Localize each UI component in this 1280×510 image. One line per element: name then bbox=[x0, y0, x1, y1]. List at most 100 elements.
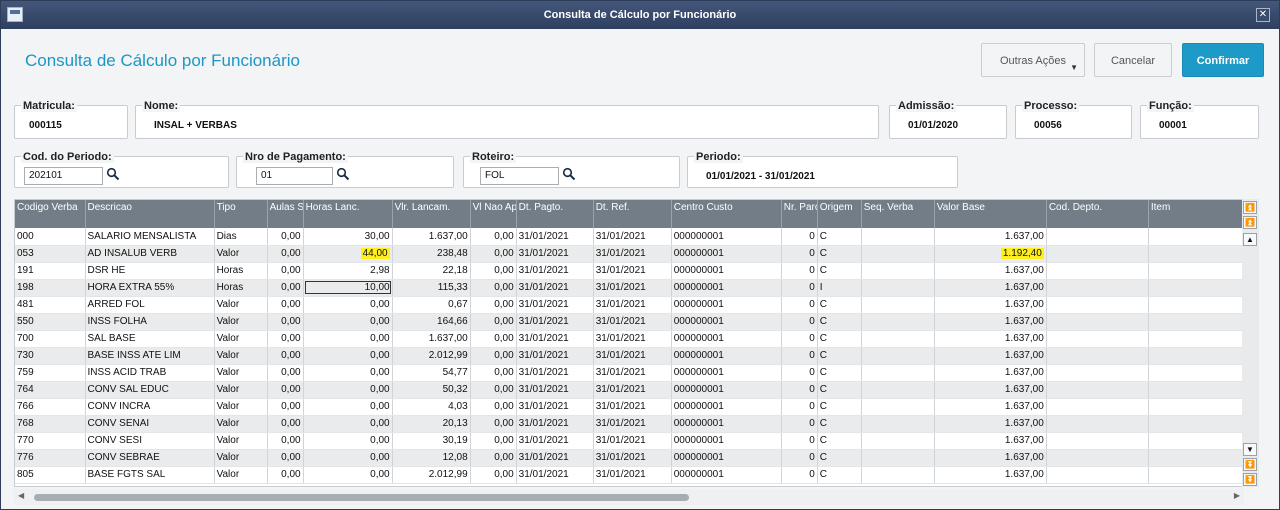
cell-value: SALARIO MENSALISTA bbox=[87, 230, 197, 242]
column-header[interactable]: Tipo bbox=[214, 200, 268, 228]
cell-value: INSS FOLHA bbox=[87, 316, 147, 327]
table-cell: 000000001 bbox=[671, 449, 782, 467]
table-cell bbox=[861, 296, 935, 314]
scroll-page-up-icon[interactable]: ⏫ bbox=[1243, 216, 1257, 229]
column-header[interactable]: Horas Lanc. bbox=[303, 200, 393, 228]
table-cell bbox=[1148, 398, 1243, 416]
nro-pagamento-input[interactable]: 01 bbox=[256, 167, 333, 185]
scroll-right-icon[interactable]: ▶ bbox=[1233, 491, 1240, 500]
column-header[interactable]: Origem bbox=[817, 200, 862, 228]
table-cell: 000000001 bbox=[671, 364, 782, 382]
search-icon[interactable] bbox=[336, 167, 352, 183]
outras-acoes-button[interactable]: Outras Ações ▼ bbox=[981, 43, 1085, 77]
scroll-bottom-icon[interactable]: ⏬ bbox=[1243, 473, 1257, 486]
column-header[interactable]: Centro Custo bbox=[671, 200, 782, 228]
search-icon[interactable] bbox=[562, 167, 578, 183]
table-cell: 0,00 bbox=[470, 466, 517, 484]
table-row[interactable]: 759 INSS ACID TRAB Valor 0,00 0,00 54,77 0,00 3… bbox=[15, 364, 1243, 382]
scroll-left-icon[interactable]: ◀ bbox=[18, 491, 25, 500]
cancel-button[interactable]: Cancelar bbox=[1094, 43, 1172, 77]
cell-value: 0 bbox=[809, 401, 815, 412]
cell-value: 000000001 bbox=[673, 384, 724, 395]
table-cell: 31/01/2021 bbox=[593, 415, 672, 433]
column-header[interactable]: Dt. Ref. bbox=[593, 200, 672, 228]
cell-value: 000000001 bbox=[673, 401, 724, 412]
table-row[interactable]: 198 HORA EXTRA 55% Horas 0,00 10,00 115,33 0,0… bbox=[15, 279, 1243, 297]
table-cell: 000000001 bbox=[671, 262, 782, 280]
table-cell: 31/01/2021 bbox=[516, 432, 594, 450]
table-cell: 000000001 bbox=[671, 432, 782, 450]
column-header[interactable]: Descricao bbox=[85, 200, 215, 228]
table-cell: 000 bbox=[15, 228, 86, 246]
table-row[interactable]: 700 SAL BASE Valor 0,00 0,00 1.637,00 0,00 31/0… bbox=[15, 330, 1243, 348]
table-cell: 31/01/2021 bbox=[516, 262, 594, 280]
column-header[interactable]: Vlr. Lancam. bbox=[392, 200, 471, 228]
table-row[interactable]: 805 BASE FGTS SAL Valor 0,00 0,00 2.012,99 0,0… bbox=[15, 466, 1243, 484]
column-header[interactable]: Aulas S bbox=[267, 200, 304, 228]
close-icon[interactable]: ✕ bbox=[1256, 8, 1270, 22]
scroll-up-icon[interactable]: ▲ bbox=[1243, 233, 1257, 246]
column-header[interactable]: Dt. Pagto. bbox=[516, 200, 594, 228]
verbas-grid[interactable]: Codigo Verba Descricao Tipo Aulas S Horas La… bbox=[14, 199, 1244, 487]
cell-value: 000000001 bbox=[673, 316, 724, 327]
table-cell: 759 bbox=[15, 364, 86, 382]
column-header[interactable]: Seq. Verba bbox=[861, 200, 935, 228]
horizontal-scrollbar[interactable]: ◀ ▶ bbox=[14, 489, 1244, 505]
table-row[interactable]: 000 SALARIO MENSALISTA Dias 0,00 30,00 1.637,… bbox=[15, 228, 1243, 246]
vertical-scrollbar[interactable]: ⏫ ⏫ ▲ ▼ ⏬ ⏬ bbox=[1242, 199, 1259, 487]
cell-value: 766 bbox=[17, 401, 34, 412]
table-row[interactable]: 481 ARRED FOL Valor 0,00 0,00 0,67 0,00 31/01/2… bbox=[15, 296, 1243, 314]
scroll-down-icon[interactable]: ▼ bbox=[1243, 443, 1257, 456]
table-cell: SALARIO MENSALISTA bbox=[85, 228, 215, 246]
table-row[interactable]: 764 CONV SAL EDUC Valor 0,00 0,00 50,32 0,00 31… bbox=[15, 381, 1243, 399]
table-cell: 238,48 bbox=[392, 245, 471, 263]
table-cell: 0,00 bbox=[303, 381, 393, 399]
cell-value: 0,00 bbox=[494, 418, 514, 429]
column-header[interactable]: Valor Base bbox=[934, 200, 1047, 228]
table-cell: 0,00 bbox=[267, 466, 304, 484]
scroll-top-icon[interactable]: ⏫ bbox=[1243, 201, 1257, 214]
table-cell: 0,00 bbox=[303, 313, 393, 331]
table-cell: 0,00 bbox=[470, 415, 517, 433]
cell-value: 000000001 bbox=[673, 333, 724, 344]
table-cell: 000000001 bbox=[671, 330, 782, 348]
table-cell: 0,00 bbox=[303, 432, 393, 450]
search-icon[interactable] bbox=[106, 167, 122, 183]
cell-value: 0,00 bbox=[494, 401, 514, 412]
table-row[interactable]: 730 BASE INSS ATE LIM Valor 0,00 0,00 2.012,9… bbox=[15, 347, 1243, 365]
table-row[interactable]: 191 DSR HE Horas 0,00 2,98 22,18 0,00 31/01/202… bbox=[15, 262, 1243, 280]
horizontal-scroll-thumb[interactable] bbox=[34, 494, 689, 501]
table-row[interactable]: 770 CONV SESI Valor 0,00 0,00 30,19 0,00 31/01/… bbox=[15, 432, 1243, 450]
cell-value: 805 bbox=[17, 469, 34, 480]
nro-pagamento-label: Nro de Pagamento: bbox=[243, 151, 348, 163]
table-row[interactable]: 776 CONV SEBRAE Valor 0,00 0,00 12,08 0,00 31/0… bbox=[15, 449, 1243, 467]
table-cell: 0 bbox=[781, 347, 818, 365]
cell-value: 0,00 bbox=[281, 418, 301, 429]
table-cell: C bbox=[817, 347, 862, 365]
table-cell: 0 bbox=[781, 449, 818, 467]
table-cell: SAL BASE bbox=[85, 330, 215, 348]
table-cell bbox=[861, 432, 935, 450]
column-header[interactable]: Codigo Verba bbox=[15, 200, 86, 228]
table-cell: 54,77 bbox=[392, 364, 471, 382]
table-cell: Valor bbox=[214, 398, 268, 416]
cell-value: INSS ACID TRAB bbox=[87, 367, 167, 378]
table-row[interactable]: 053 AD INSALUB VERB Valor 0,00 44,00 238,48 0,… bbox=[15, 245, 1243, 263]
cod-periodo-input[interactable]: 202101 bbox=[24, 167, 103, 185]
roteiro-input[interactable]: FOL bbox=[480, 167, 559, 185]
confirm-button[interactable]: Confirmar bbox=[1182, 43, 1264, 77]
table-cell: Valor bbox=[214, 449, 268, 467]
cell-value: Valor bbox=[216, 248, 240, 259]
table-row[interactable]: 766 CONV INCRA Valor 0,00 0,00 4,03 0,00 31/01/… bbox=[15, 398, 1243, 416]
column-header[interactable]: Vl Nao Ap bbox=[470, 200, 517, 228]
table-cell: 31/01/2021 bbox=[593, 449, 672, 467]
table-row[interactable]: 768 CONV SENAI Valor 0,00 0,00 20,13 0,00 31/01… bbox=[15, 415, 1243, 433]
table-header: Codigo Verba Descricao Tipo Aulas S Horas La… bbox=[15, 200, 1243, 228]
table-cell: 31/01/2021 bbox=[593, 296, 672, 314]
scroll-page-down-icon[interactable]: ⏬ bbox=[1243, 458, 1257, 471]
cell-value: 50,32 bbox=[442, 384, 468, 395]
column-header[interactable]: Item bbox=[1148, 200, 1243, 228]
column-header[interactable]: Cod. Depto. bbox=[1046, 200, 1149, 228]
column-header[interactable]: Nr. Parc bbox=[781, 200, 818, 228]
table-row[interactable]: 550 INSS FOLHA Valor 0,00 0,00 164,66 0,00 31/0… bbox=[15, 313, 1243, 331]
